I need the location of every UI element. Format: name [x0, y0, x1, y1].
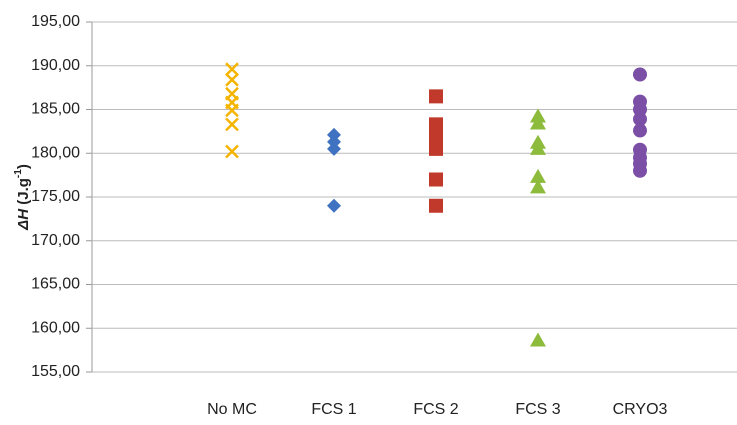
y-label-sup: -1: [13, 169, 24, 178]
y-label-part: ): [15, 164, 32, 169]
y-tick-label: 180,00: [31, 144, 80, 161]
y-tick-label: 170,00: [31, 232, 80, 249]
marker-triangle: [530, 168, 546, 183]
marker-x: [225, 144, 239, 159]
marker-square: [429, 89, 443, 104]
y-tick-label: 175,00: [31, 188, 80, 205]
marker-diamond: [327, 141, 341, 156]
y-tick-label: 165,00: [31, 276, 80, 293]
marker-triangle: [530, 115, 546, 130]
marker-square: [429, 141, 443, 156]
marker-circle: [633, 123, 647, 138]
x-tick-label: FCS 2: [413, 401, 458, 418]
y-tick-label: 185,00: [31, 101, 80, 118]
y-label-part: ΔH: [15, 208, 32, 231]
x-tick-label: CRYO3: [613, 401, 668, 418]
marker-x: [225, 72, 239, 87]
marker-circle: [633, 163, 647, 178]
y-label-part: (J.g: [15, 178, 32, 209]
y-tick-label: 195,00: [31, 13, 80, 30]
marker-circle: [633, 112, 647, 127]
x-tick-label: FCS 1: [311, 401, 356, 418]
marker-diamond: [327, 198, 341, 213]
y-tick-label: 160,00: [31, 319, 80, 336]
marker-circle: [633, 102, 647, 117]
marker-x: [225, 62, 239, 77]
y-tick-label: 155,00: [31, 363, 80, 380]
marker-square: [429, 198, 443, 213]
x-tick-label: FCS 3: [515, 401, 560, 418]
marker-triangle: [530, 179, 546, 194]
marker-triangle: [530, 140, 546, 155]
marker-x: [225, 117, 239, 132]
marker-square: [429, 172, 443, 187]
y-tick-label: 190,00: [31, 57, 80, 74]
marker-triangle: [530, 332, 546, 347]
y-axis-label: ΔH (J.g-1): [13, 164, 32, 231]
marker-circle: [633, 67, 647, 82]
marker-x: [225, 103, 239, 118]
x-tick-label: No MC: [207, 401, 257, 418]
